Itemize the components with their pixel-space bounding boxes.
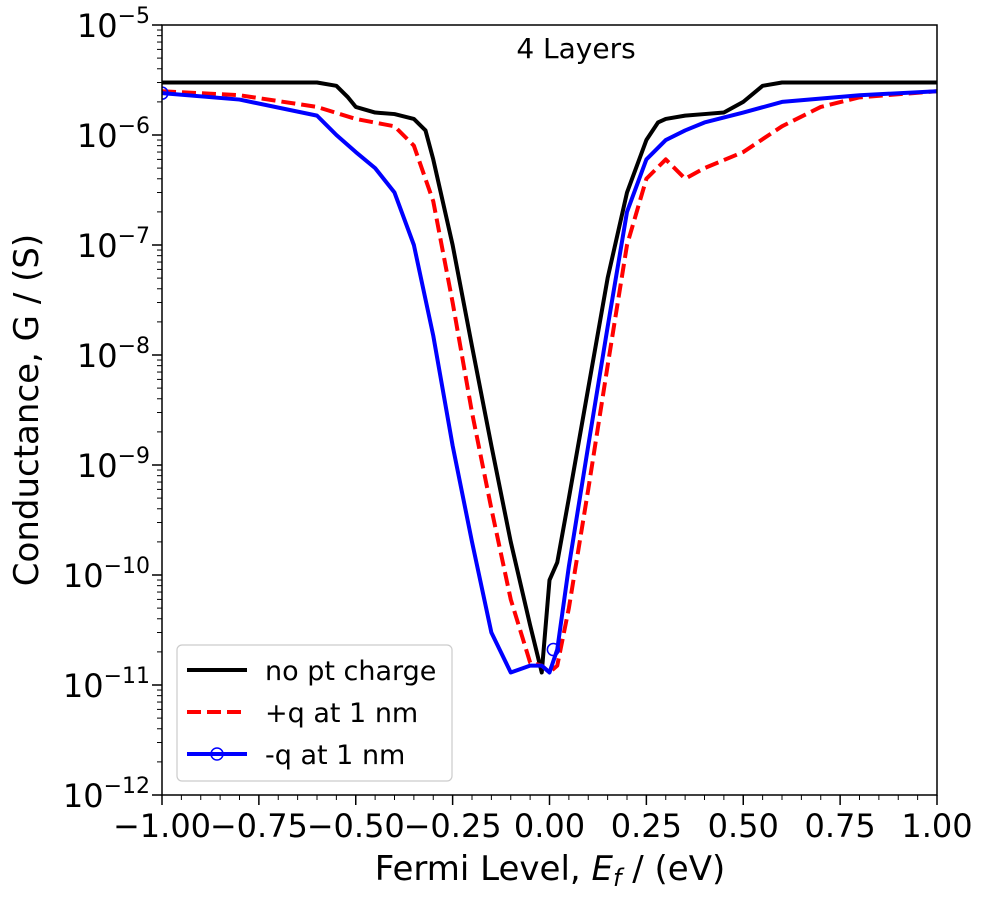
y-tick-base: 10 [77, 7, 118, 45]
y-tick-exponent: −7 [118, 224, 150, 249]
series-marker-2 [546, 642, 561, 657]
series-layer [162, 80, 937, 675]
x-tick-label: −0.50 [307, 807, 405, 845]
ticks-layer [152, 24, 938, 805]
y-tick-base: 10 [63, 667, 104, 705]
legend-box [176, 644, 453, 782]
y-tick-exponent: −11 [104, 664, 150, 689]
y-tick-label: 10−10 [63, 554, 150, 595]
y-tick-exponent: −6 [118, 114, 150, 139]
y-tick-label: 10−5 [77, 4, 150, 45]
x-tick-label: 0.25 [611, 807, 682, 845]
series-line-2 [162, 89, 937, 675]
y-tick-base: 10 [77, 117, 118, 155]
x-axis-label: Fermi Level, Ef / (eV) [375, 849, 725, 892]
series-line-0 [162, 80, 937, 675]
y-tick-label: 10−8 [77, 334, 150, 375]
y-tick-base: 10 [77, 447, 118, 485]
legend: no pt charge +q at 1 nm -q at 1 nm [176, 644, 453, 782]
y-tick-exponent: −5 [118, 4, 150, 29]
y-tick-base: 10 [77, 227, 118, 265]
x-tick-label: 0.00 [514, 807, 585, 845]
y-tick-label: 10−6 [77, 114, 150, 155]
y-tick-label: 10−7 [77, 224, 150, 265]
y-tick-exponent: −10 [104, 554, 150, 579]
x-tick-label: −0.25 [404, 807, 502, 845]
y-tick-label: 10−9 [77, 444, 150, 485]
y-tick-label: 10−11 [63, 664, 150, 705]
y-tick-exponent: −9 [118, 444, 150, 469]
y-tick-base: 10 [77, 337, 118, 375]
y-tick-base: 10 [63, 777, 104, 815]
series-line-1 [162, 89, 937, 675]
y-tick-label: 10−12 [63, 774, 150, 815]
x-tick-label: −0.75 [210, 807, 308, 845]
x-tick-label: 0.75 [805, 807, 876, 845]
x-tick-label: 0.50 [708, 807, 779, 845]
legend-label-minus-q: -q at 1 nm [265, 740, 405, 771]
labels-layer: −1.00−0.75−0.50−0.25 0.00 0.25 0.50 0.75 1.00… [63, 4, 973, 845]
legend-label-no-pt-charge: no pt charge [265, 656, 436, 687]
y-tick-base: 10 [63, 557, 104, 595]
series-marker-2 [162, 86, 169, 100]
y-tick-exponent: −12 [104, 774, 150, 799]
x-tick-label: 1.00 [901, 807, 972, 845]
legend-marker-minus-q [210, 747, 224, 761]
y-axis-label: Conductance, G / (S) [7, 234, 47, 586]
annotation-4-layers: 4 Layers [516, 32, 635, 65]
y-tick-exponent: −8 [118, 334, 150, 359]
legend-label-plus-q: +q at 1 nm [265, 698, 418, 729]
x-tick-label: −1.00 [113, 807, 211, 845]
